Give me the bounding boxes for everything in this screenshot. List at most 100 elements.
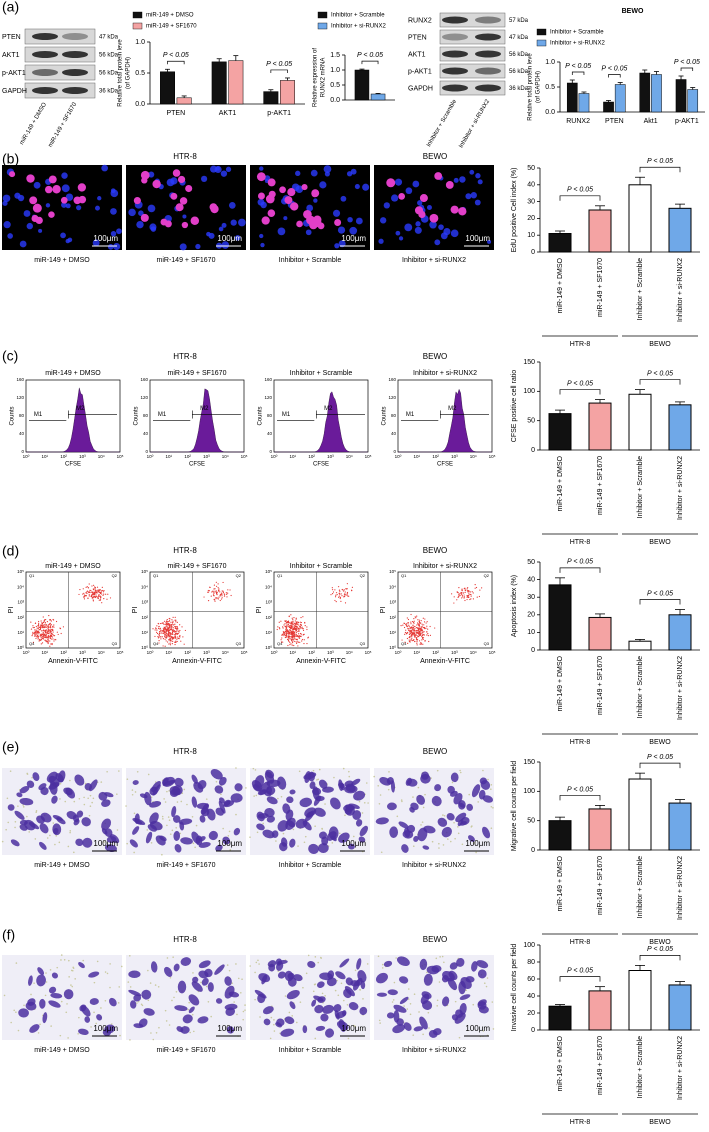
pore: [37, 1032, 40, 1034]
nucleus: [110, 230, 117, 237]
pore: [165, 1020, 168, 1022]
event: [344, 594, 347, 596]
pore: [67, 845, 70, 848]
significance-bracket: [639, 762, 681, 769]
event: [176, 628, 178, 630]
nucleus: [404, 223, 413, 232]
event: [285, 627, 288, 629]
event: [103, 598, 105, 600]
event: [460, 593, 462, 595]
cell: [386, 1012, 395, 1019]
bar: [588, 808, 612, 851]
nucleus: [65, 203, 71, 209]
pore: [169, 976, 172, 979]
cell: [449, 962, 458, 970]
nucleus: [395, 230, 401, 236]
cell: [39, 823, 49, 834]
pore: [64, 800, 67, 803]
event: [36, 632, 38, 634]
event: [426, 625, 428, 627]
pore: [451, 781, 454, 784]
event: [293, 644, 295, 647]
event: [418, 632, 420, 634]
pore: [303, 841, 306, 844]
event: [416, 639, 418, 641]
pore: [273, 1030, 276, 1032]
event: [412, 629, 414, 631]
event: [213, 591, 215, 593]
pore: [191, 815, 194, 818]
nucleus: [38, 228, 43, 233]
event: [40, 620, 42, 622]
event: [39, 626, 41, 628]
blot-band: [475, 33, 501, 41]
event: [476, 596, 478, 598]
pore: [409, 1003, 412, 1005]
event: [220, 598, 223, 600]
dotplot-x-tick: 10⁴: [98, 650, 105, 655]
pore: [129, 954, 131, 957]
cell: [251, 780, 263, 792]
blot-row-label: GAPDH: [408, 85, 433, 92]
pore: [189, 1031, 191, 1034]
event: [291, 644, 293, 646]
event: [292, 630, 294, 632]
event: [337, 586, 340, 588]
cell: [441, 996, 450, 1007]
pore: [7, 821, 10, 824]
event: [291, 621, 293, 623]
pore: [1, 840, 4, 843]
event: [293, 628, 296, 630]
pore: [239, 991, 242, 994]
bar: [548, 233, 572, 253]
event: [176, 633, 179, 635]
pore: [33, 982, 35, 984]
significance-label: P < 0.05: [674, 59, 700, 66]
dotplot-x-tick: 10⁵: [365, 650, 372, 655]
event: [416, 627, 419, 629]
event: [290, 631, 292, 633]
pore: [164, 1009, 167, 1012]
event: [291, 632, 293, 634]
event: [466, 595, 468, 597]
pore: [418, 1011, 420, 1013]
event: [88, 595, 90, 597]
event: [98, 589, 100, 591]
nucleus: [97, 196, 102, 201]
edu-cell: [140, 170, 150, 180]
pore: [443, 814, 446, 817]
quadrant-label: Q2: [484, 573, 490, 578]
pore: [103, 841, 105, 843]
scale-bar-label: 100μm: [217, 234, 242, 243]
pore: [396, 815, 399, 818]
cell: [218, 776, 227, 786]
cell: [441, 826, 452, 838]
event: [175, 621, 177, 623]
blot-size-label: 36 kDa: [99, 89, 119, 95]
pore: [161, 853, 163, 856]
nucleus: [257, 198, 265, 206]
nucleus: [305, 229, 312, 236]
significance-bracket: [559, 976, 601, 982]
nucleus: [14, 192, 21, 199]
cell: [19, 819, 28, 826]
event: [208, 590, 210, 592]
scale-bar-label: 100μm: [465, 839, 490, 848]
event: [168, 636, 170, 638]
cell: [322, 1004, 334, 1014]
cell: [18, 1008, 29, 1018]
cell: [359, 825, 368, 837]
blot-band: [442, 50, 468, 58]
event: [412, 631, 414, 634]
pore: [34, 838, 37, 840]
event: [458, 595, 460, 597]
event: [221, 592, 223, 594]
event: [162, 637, 165, 640]
event: [175, 625, 177, 628]
y-tick-label: 100: [523, 942, 535, 949]
y-tick-label: 50: [527, 559, 535, 566]
pore: [354, 1025, 356, 1028]
pore: [436, 999, 439, 1002]
event: [415, 634, 417, 636]
pore: [275, 840, 277, 842]
